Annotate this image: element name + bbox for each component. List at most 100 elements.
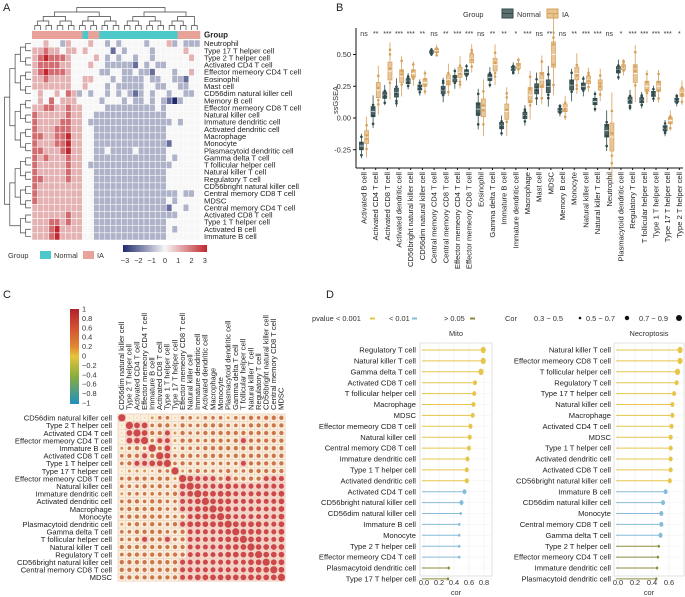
corr-dot — [233, 567, 239, 573]
corr-dot — [218, 559, 224, 565]
corr-colorbar — [70, 309, 79, 404]
corr-dot — [150, 575, 155, 580]
heatmap-cell — [54, 111, 61, 119]
heatmap-cell — [138, 232, 145, 241]
corr-dot — [233, 453, 238, 458]
lollipop-row-label: T follicular helper cell — [345, 389, 417, 398]
heatmap-cell — [143, 46, 150, 55]
heatmap-cell — [166, 104, 173, 112]
heatmap-row-label: Mast cell — [204, 82, 234, 91]
corr-dot — [202, 506, 209, 512]
row-label: Activated CD4 T cell — [43, 429, 112, 438]
corr-dot — [150, 416, 154, 420]
corr-dot — [248, 521, 254, 528]
corr-dot — [144, 417, 146, 419]
corr-dot — [165, 522, 170, 526]
corr-dot — [240, 521, 247, 528]
corr-dot — [210, 446, 216, 451]
heatmap-cell — [126, 154, 134, 162]
heatmap-cell — [126, 168, 134, 176]
heatmap-cell — [138, 111, 145, 119]
heatmap-cell — [59, 68, 66, 76]
corr-dot — [248, 528, 254, 535]
corr-dot — [232, 544, 239, 550]
heatmap-cell — [104, 54, 111, 62]
heatmap-cell — [48, 189, 55, 198]
dendrogram-branch — [126, 20, 139, 26]
legend-label-ia: IA — [562, 10, 569, 19]
corr-dot — [248, 536, 254, 543]
corr-dot — [134, 437, 140, 444]
heatmap-cell — [188, 46, 195, 55]
heatmap-cell — [177, 182, 184, 191]
corr-dot — [187, 529, 193, 535]
corr-dot — [196, 423, 200, 428]
heatmap-cell — [42, 204, 50, 212]
lollipop-row-label: Immature B cell — [363, 520, 416, 529]
corr-dot — [180, 514, 185, 519]
corr-dot — [240, 567, 246, 573]
dendrogram-branch — [25, 43, 31, 52]
heatmap-cell — [138, 68, 145, 76]
heatmap-cell — [160, 82, 167, 91]
corr-dot — [278, 559, 285, 566]
corr-dot — [255, 551, 263, 559]
heatmap-cell — [182, 54, 190, 62]
data-point — [587, 71, 590, 75]
heatmap-cell — [182, 175, 190, 184]
heatmap-cell — [143, 104, 150, 112]
corr-dot — [133, 429, 141, 437]
heatmap-cell — [87, 89, 94, 98]
corr-dot — [165, 469, 170, 473]
heatmap-cell — [115, 211, 122, 219]
lollipop-dot — [447, 566, 450, 570]
data-point — [388, 67, 392, 70]
heatmap-cell — [143, 154, 150, 162]
heatmap-cell — [171, 218, 178, 226]
data-point — [360, 135, 363, 139]
heatmap-cell — [104, 146, 111, 155]
corr-dot — [172, 522, 178, 527]
group-bar-cell — [54, 31, 61, 39]
heatmap-cell — [31, 111, 38, 119]
heatmap-cell — [31, 225, 38, 234]
corr-dot — [263, 483, 269, 489]
corr-dot — [210, 453, 216, 458]
heatmap-cell — [160, 175, 167, 184]
colorbar-tick: −1 — [82, 399, 90, 408]
heatmap-cell — [121, 232, 128, 241]
heatmap-cell — [70, 82, 78, 91]
heatmap-cell — [82, 82, 89, 91]
group-bar-cell — [166, 31, 173, 39]
corr-dot — [150, 567, 155, 572]
heatmap-cell — [188, 96, 195, 105]
corr-dot — [263, 544, 270, 550]
data-point — [453, 69, 457, 73]
heatmap-cell — [166, 146, 173, 155]
corr-dot — [127, 544, 132, 550]
significance-label: *** — [640, 31, 648, 38]
heatmap-row-label: Activated CD8 T cell — [204, 211, 273, 220]
heatmap-cell — [126, 104, 134, 112]
dendrogram-branch — [112, 25, 120, 30]
data-point — [540, 72, 544, 76]
corr-dot — [255, 574, 262, 581]
heatmap-cell — [59, 168, 66, 176]
heatmap-cell — [166, 75, 173, 84]
data-point — [412, 77, 415, 80]
heatmap-cell — [177, 211, 184, 219]
heatmap-cell — [87, 218, 94, 226]
data-point — [633, 50, 637, 54]
group-bar-cell — [194, 31, 201, 39]
heatmap-cell — [37, 75, 44, 84]
data-point — [645, 72, 649, 76]
dendrogram-branch — [157, 25, 164, 30]
data-point — [493, 71, 497, 75]
heatmap-cell — [82, 218, 89, 226]
heatmap-cell — [166, 118, 173, 126]
heatmap-cell — [182, 125, 190, 134]
lollipop-dot — [471, 402, 476, 407]
corr-dot — [256, 491, 262, 497]
corr-dot — [248, 566, 254, 573]
data-point — [680, 100, 684, 104]
